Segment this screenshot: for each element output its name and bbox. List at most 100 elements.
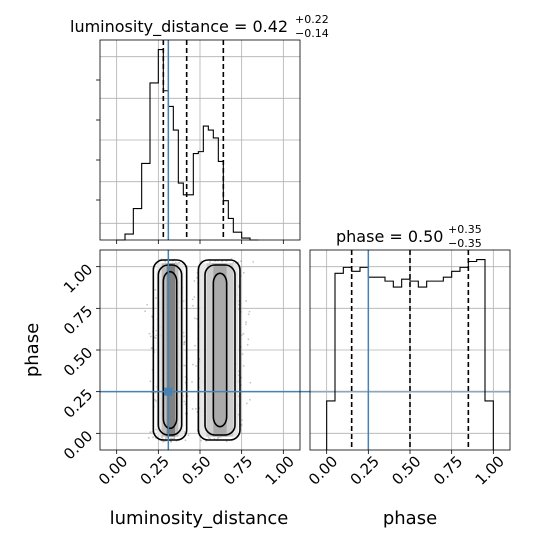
scatter-point bbox=[183, 335, 186, 338]
scatter-point bbox=[170, 440, 172, 443]
ylabel-phase: phase bbox=[22, 323, 43, 377]
scatter-point bbox=[161, 436, 163, 439]
scatter-point bbox=[155, 400, 158, 402]
scatter-point bbox=[217, 436, 220, 439]
scatter-point bbox=[183, 364, 186, 367]
ph-xtick-label-0: 0.00 bbox=[305, 452, 341, 488]
title-luminosity-distance: luminosity_distance = 0.42 bbox=[70, 17, 288, 37]
scatter-point bbox=[184, 439, 187, 442]
scatter-point bbox=[155, 428, 158, 431]
scatter-point bbox=[149, 335, 152, 338]
scatter-point bbox=[245, 321, 248, 323]
scatter-point bbox=[165, 436, 168, 439]
ph-xtick-label-4: 1.00 bbox=[472, 452, 508, 488]
scatter-point bbox=[192, 304, 194, 307]
xlabel-phase: phase bbox=[383, 508, 437, 529]
scatter-point bbox=[151, 315, 153, 318]
scatter-point bbox=[154, 337, 157, 339]
scatter-point bbox=[183, 431, 186, 433]
scatter-point bbox=[191, 381, 193, 383]
scatter-point bbox=[240, 424, 243, 427]
scatter-point bbox=[195, 365, 197, 367]
scatter-point bbox=[242, 332, 245, 335]
scatter-point bbox=[248, 310, 251, 313]
scatter-point bbox=[174, 261, 177, 264]
scatter-point bbox=[183, 400, 186, 403]
contour-1 bbox=[157, 264, 183, 436]
scatter-point bbox=[196, 276, 198, 279]
d2-xtick-label-0: 0.00 bbox=[95, 452, 131, 488]
scatter-point bbox=[191, 298, 194, 301]
contour-3 bbox=[197, 259, 241, 441]
scatter-point bbox=[247, 338, 250, 341]
scatter-point bbox=[232, 261, 235, 264]
title-phase: phase = 0.50 bbox=[336, 227, 443, 246]
injection-marker bbox=[164, 387, 173, 396]
scatter-point bbox=[216, 437, 219, 440]
d2-ytick-label-0: 0.00 bbox=[60, 427, 96, 463]
scatter-point bbox=[225, 440, 228, 443]
d2-ytick-label-4: 1.00 bbox=[60, 260, 96, 296]
scatter-point bbox=[149, 431, 152, 434]
scatter-point bbox=[173, 436, 176, 439]
scatter-point bbox=[194, 317, 196, 320]
scatter-point bbox=[246, 343, 249, 346]
ph-xtick-label-3: 0.75 bbox=[430, 452, 466, 488]
density-cell-2 bbox=[166, 263, 175, 437]
title-phase-minus: −0.35 bbox=[448, 237, 482, 250]
scatter-point bbox=[146, 303, 149, 306]
scatter-point bbox=[152, 436, 154, 439]
scatter-point bbox=[169, 437, 172, 440]
scatter-point bbox=[187, 434, 190, 437]
scatter-point bbox=[239, 260, 242, 263]
scatter-point bbox=[150, 347, 153, 350]
scatter-point bbox=[163, 440, 166, 443]
scatter-point bbox=[164, 437, 167, 440]
contour-2 bbox=[162, 270, 178, 430]
d2-ytick-label-1: 0.25 bbox=[60, 385, 96, 421]
scatter-point bbox=[194, 407, 197, 410]
xlabel-luminosity-distance: luminosity_distance bbox=[110, 508, 289, 529]
scatter-point bbox=[200, 439, 202, 442]
scatter-point bbox=[192, 363, 194, 366]
scatter-point bbox=[147, 436, 150, 439]
scatter-point bbox=[183, 340, 186, 343]
scatter-point bbox=[164, 260, 167, 263]
contour-4 bbox=[204, 264, 236, 436]
title-luminosity-distance-minus: −0.14 bbox=[295, 27, 329, 40]
scatter-point bbox=[242, 364, 245, 367]
ld-histogram-line bbox=[116, 48, 259, 241]
scatter-point bbox=[154, 398, 156, 401]
scatter-point bbox=[149, 380, 152, 383]
scatter-point bbox=[245, 402, 248, 405]
scatter-point bbox=[170, 440, 173, 443]
scatter-point bbox=[191, 408, 194, 410]
scatter-point bbox=[183, 343, 186, 346]
scatter-point bbox=[252, 261, 255, 263]
d2-xtick-label-1: 0.25 bbox=[137, 452, 173, 488]
scatter-point bbox=[193, 280, 196, 282]
scatter-point bbox=[178, 261, 181, 264]
panel-2d-density: 0.00 0.25 0.50 0.75 1.000.000.250.500.751.00 bbox=[60, 249, 510, 489]
title-luminosity-distance-plus: +0.22 bbox=[295, 13, 329, 26]
contour-5 bbox=[212, 272, 228, 428]
d2-ytick-label-2: 0.50 bbox=[60, 344, 96, 380]
scatter-point bbox=[183, 341, 186, 344]
scatter-point bbox=[245, 300, 248, 302]
scatter-point bbox=[171, 437, 174, 440]
panel-hist-phase: 0.00 0.25 0.50 0.75 1.00 bbox=[305, 249, 511, 489]
d2-xtick-label-3: 0.75 bbox=[220, 452, 256, 488]
scatter-point bbox=[208, 261, 211, 264]
ph-xtick-label-1: 0.25 bbox=[347, 452, 383, 488]
scatter-point bbox=[241, 353, 244, 356]
scatter-point bbox=[240, 419, 243, 422]
ph-xtick-label-2: 0.50 bbox=[388, 452, 424, 488]
scatter-point bbox=[244, 323, 247, 326]
d2-xtick-label-2: 0.50 bbox=[178, 452, 214, 488]
scatter-point bbox=[207, 436, 210, 439]
scatter-point bbox=[193, 296, 196, 298]
d2-ytick-label-3: 0.75 bbox=[60, 302, 96, 338]
scatter-point bbox=[155, 297, 157, 299]
scatter-point bbox=[248, 398, 251, 401]
scatter-point bbox=[221, 260, 224, 263]
